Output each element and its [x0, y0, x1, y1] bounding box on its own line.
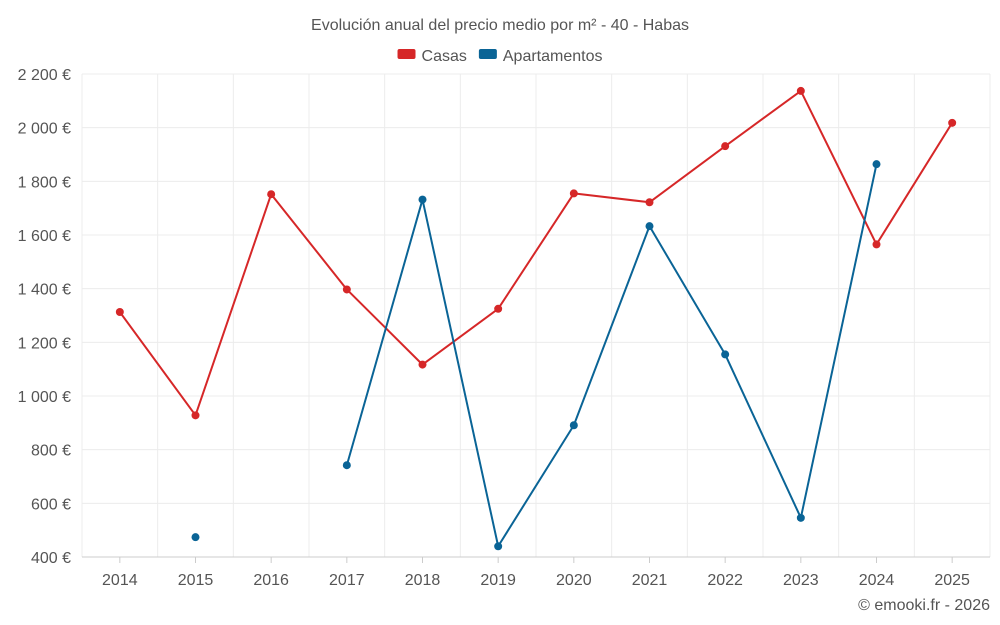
data-point-apartamentos	[872, 160, 881, 169]
data-point-casas	[418, 360, 427, 369]
x-tick-label: 2014	[102, 572, 138, 589]
y-tick-label: 1 600 €	[18, 228, 71, 245]
series-layer	[115, 86, 957, 551]
x-tick-label: 2023	[783, 572, 819, 589]
data-point-casas	[115, 308, 124, 317]
data-point-apartamentos	[191, 533, 200, 542]
data-point-apartamentos	[494, 542, 503, 551]
credit-text: © emooki.fr - 2026	[858, 597, 990, 614]
x-tick-label: 2018	[405, 572, 441, 589]
y-tick-label: 400 €	[31, 550, 71, 567]
chart-title: Evolución anual del precio medio por m² …	[311, 17, 689, 34]
data-point-casas	[721, 142, 730, 151]
data-point-apartamentos	[796, 513, 805, 522]
y-tick-label: 2 200 €	[18, 67, 71, 84]
x-tick-label: 2015	[178, 572, 214, 589]
data-point-casas	[569, 189, 578, 198]
data-point-casas	[342, 285, 351, 294]
y-tick-label: 2 000 €	[18, 121, 71, 138]
data-point-casas	[645, 198, 654, 207]
series-line-apartamentos	[345, 163, 878, 548]
legend-swatch	[478, 49, 497, 59]
data-point-casas	[872, 240, 881, 249]
data-point-apartamentos	[418, 195, 427, 204]
y-tick-label: 800 €	[31, 443, 71, 460]
data-point-apartamentos	[342, 461, 351, 470]
chart-legend: Casas Apartamentos	[397, 48, 603, 65]
x-tick-label: 2017	[329, 572, 365, 589]
x-tick-label: 2022	[707, 572, 743, 589]
data-point-casas	[494, 304, 503, 313]
data-point-apartamentos	[645, 222, 654, 231]
x-tick-label: 2025	[934, 572, 970, 589]
x-tick-label: 2016	[253, 572, 289, 589]
x-tick-label: 2024	[859, 572, 895, 589]
x-tick-label: 2020	[556, 572, 592, 589]
y-tick-label: 1 400 €	[18, 282, 71, 299]
data-point-casas	[267, 190, 276, 199]
axes: 400 € 600 € 800 € 1 000 € 1 200 € 1 400 € 1 60…	[18, 67, 990, 589]
y-tick-label: 1 800 €	[18, 174, 71, 191]
x-tick-label: 2019	[480, 572, 516, 589]
data-point-casas	[948, 118, 957, 127]
data-point-casas	[796, 86, 805, 95]
legend-item-apartamentos: Apartamentos	[478, 48, 603, 65]
legend-item-casas: Casas	[397, 48, 467, 65]
legend-label: Casas	[422, 48, 467, 65]
y-tick-label: 1 200 €	[18, 335, 71, 352]
data-point-apartamentos	[721, 350, 730, 359]
y-tick-label: 1 000 €	[18, 389, 71, 406]
data-point-casas	[191, 411, 200, 420]
legend-label: Apartamentos	[503, 48, 603, 65]
series-line-casas	[119, 89, 954, 417]
data-point-apartamentos	[569, 421, 578, 430]
y-tick-label: 600 €	[31, 496, 71, 513]
grid-lines	[81, 73, 991, 557]
x-tick-label: 2021	[632, 572, 668, 589]
legend-swatch	[397, 49, 416, 59]
